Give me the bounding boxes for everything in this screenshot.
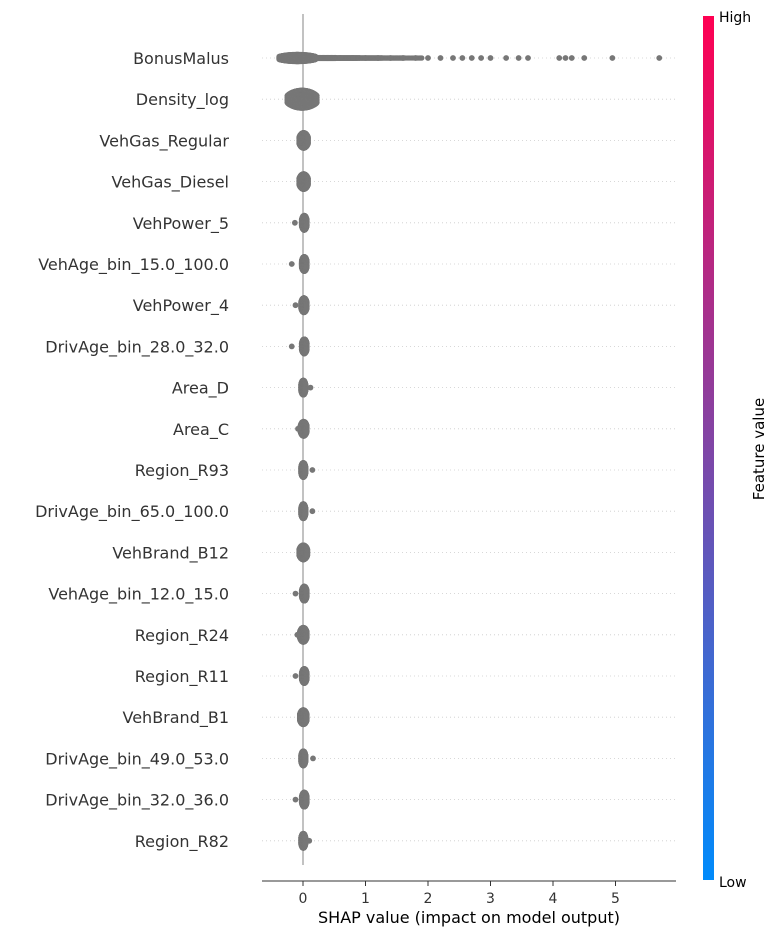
shap-point [419, 55, 425, 61]
feature-row-points [298, 377, 314, 398]
shap-outlier-point [478, 55, 485, 61]
beeswarm-points [276, 51, 663, 851]
feature-row-points [291, 212, 310, 233]
shap-outlier-point [292, 590, 299, 597]
shap-point [302, 469, 309, 476]
shap-outlier-point [288, 261, 295, 267]
shap-outlier-point [450, 55, 456, 61]
shap-point [304, 552, 311, 559]
shap-outlier-point [562, 55, 569, 61]
shap-point [303, 634, 310, 641]
feature-row-points [292, 666, 310, 686]
shap-point [303, 593, 310, 600]
shap-point [303, 428, 310, 435]
feature-row-points [294, 624, 310, 645]
feature-row-points [276, 51, 663, 65]
feature-row-points [288, 336, 310, 357]
shap-outlier-point [288, 343, 295, 350]
shap-point [303, 346, 310, 353]
feature-row-points [295, 418, 310, 439]
shap-outlier-point [487, 55, 494, 61]
shap-outlier-point [556, 55, 563, 61]
shap-outlier-point [459, 55, 466, 61]
shap-outlier-point [437, 55, 444, 61]
shap-outlier-point [294, 631, 301, 638]
shap-outlier-point [291, 219, 298, 226]
shap-outlier-point [425, 55, 431, 61]
shap-point [303, 222, 310, 229]
shap-outlier-point [656, 55, 663, 61]
shap-outlier-point [337, 55, 344, 61]
feature-row-points [296, 130, 311, 151]
shap-point [302, 387, 309, 394]
shap-outlier-point [362, 55, 369, 61]
shap-outlier-point [609, 55, 616, 61]
shap-outlier-point [412, 55, 419, 61]
shap-point [302, 511, 309, 517]
shap-point [303, 305, 310, 311]
row-guides [262, 57, 676, 842]
shap-outlier-point [375, 55, 381, 61]
feature-row-points [298, 460, 316, 480]
shap-outlier-point [525, 55, 531, 61]
shap-outlier-point [400, 55, 406, 61]
shap-outlier-point [468, 55, 475, 61]
feature-row-points [288, 254, 310, 274]
shap-outlier-point [350, 55, 356, 61]
shap-outlier-point [307, 384, 314, 391]
feature-row-points [296, 542, 311, 563]
shap-outlier-point [292, 302, 299, 309]
shap-outlier-point [568, 55, 575, 61]
feature-row-points [284, 87, 320, 111]
feature-row-points [296, 171, 311, 192]
shap-outlier-point [325, 55, 331, 61]
shap-outlier-point [581, 55, 588, 61]
shap-point [305, 140, 311, 147]
shap-point [303, 263, 310, 270]
shap-outlier-point [309, 508, 316, 515]
shap-outlier-point [515, 55, 522, 61]
shap-outlier-point [387, 55, 394, 61]
shap-point [313, 99, 320, 106]
feature-row-points [292, 583, 310, 604]
shap-outlier-point [309, 467, 316, 473]
feature-row-points [292, 295, 310, 316]
feature-row-points [298, 501, 316, 522]
shap-outlier-point [503, 55, 510, 61]
shap-outlier-point [295, 425, 301, 432]
shap-point [305, 181, 311, 188]
